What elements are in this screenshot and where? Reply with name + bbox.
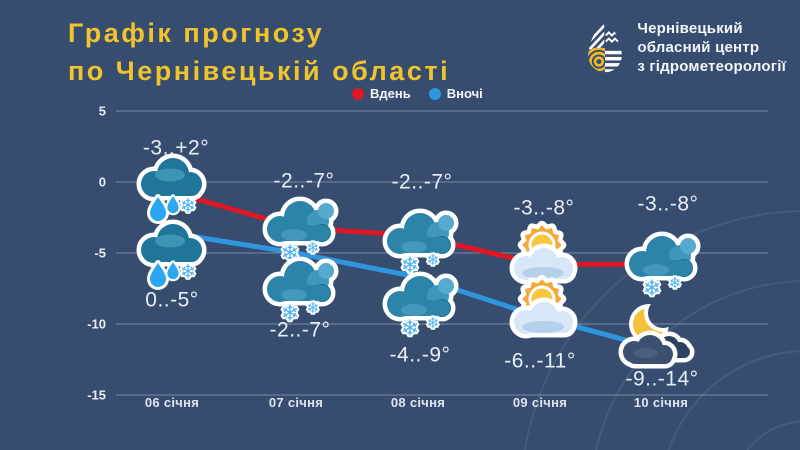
y-tick-label: -15 — [87, 388, 106, 403]
snow-cloud-icon — [629, 236, 696, 302]
day-temp-range-label: -3..-8° — [514, 197, 575, 220]
x-axis-label: 08 січня — [391, 395, 445, 410]
snow-cloud-icon — [387, 276, 454, 342]
page-title-line2: по Чернівецькій області — [68, 56, 451, 86]
y-tick-label: -5 — [94, 246, 106, 261]
night-temp-range-label: -2..-7° — [270, 319, 331, 342]
page-title-line1: Графік прогнозу — [68, 18, 325, 48]
night-temp-range-label: -6..-11° — [504, 350, 576, 373]
day-temp-range-label: -3..+2° — [143, 137, 209, 160]
moon-cloud-icon — [623, 304, 690, 364]
day-temp-range-label: -3..-8° — [638, 193, 699, 216]
x-axis-label: 06 січня — [145, 395, 199, 410]
legend-night-label: Вночі — [446, 86, 483, 101]
chart-legend: Вдень Вночі — [352, 86, 483, 101]
night-temp-range-label: -9..-14° — [625, 368, 698, 391]
page-title: Графік прогнозу по Чернівецькій області — [68, 14, 450, 90]
label-layer: -3..+2° -2..-7° -2..-7° -3..-8° -3..-8° 0..-5… — [143, 137, 699, 391]
y-tick-label: -10 — [87, 317, 106, 332]
x-axis-label: 10 січня — [634, 395, 688, 410]
legend-item-day: Вдень — [352, 86, 411, 101]
logo-line3: з гідрометеорології — [637, 57, 786, 75]
rain-snow-cloud-icon — [141, 224, 202, 287]
sun-cloud-icon — [514, 279, 573, 334]
y-tick-label: 5 — [99, 104, 106, 119]
y-tick-label: 0 — [99, 175, 106, 190]
night-temp-range-label: -4..-9° — [390, 344, 451, 367]
x-axis-label: 09 січня — [513, 395, 567, 410]
day-temp-range-label: -2..-7° — [392, 171, 453, 194]
water-drop-logo-icon — [588, 24, 623, 73]
logo-line2: обласний центр — [637, 38, 760, 56]
logo-line1: Чернівецький — [637, 19, 743, 37]
legend-day-label: Вдень — [370, 86, 411, 101]
legend-item-night: Вночі — [428, 86, 483, 101]
legend-day-dot — [352, 87, 364, 100]
legend-night-dot — [428, 87, 441, 100]
night-temp-range-label: 0..-5° — [145, 289, 198, 312]
snow-cloud-icon — [267, 261, 334, 327]
hydromet-logo-text: Чернівецький обласний центр з гідрометео… — [637, 19, 786, 76]
x-axis-label: 07 січня — [269, 395, 323, 410]
day-temp-range-label: -2..-7° — [274, 170, 335, 193]
grid-layer: 5 0 -5 -10 -15 06 січня 07 січня 08 січня 09 січ… — [87, 104, 768, 410]
snow-cloud-icon — [387, 213, 454, 279]
hydromet-logo: Чернівецький обласний центр з гідрометео… — [582, 12, 786, 82]
rain-snow-cloud-icon — [141, 158, 202, 221]
